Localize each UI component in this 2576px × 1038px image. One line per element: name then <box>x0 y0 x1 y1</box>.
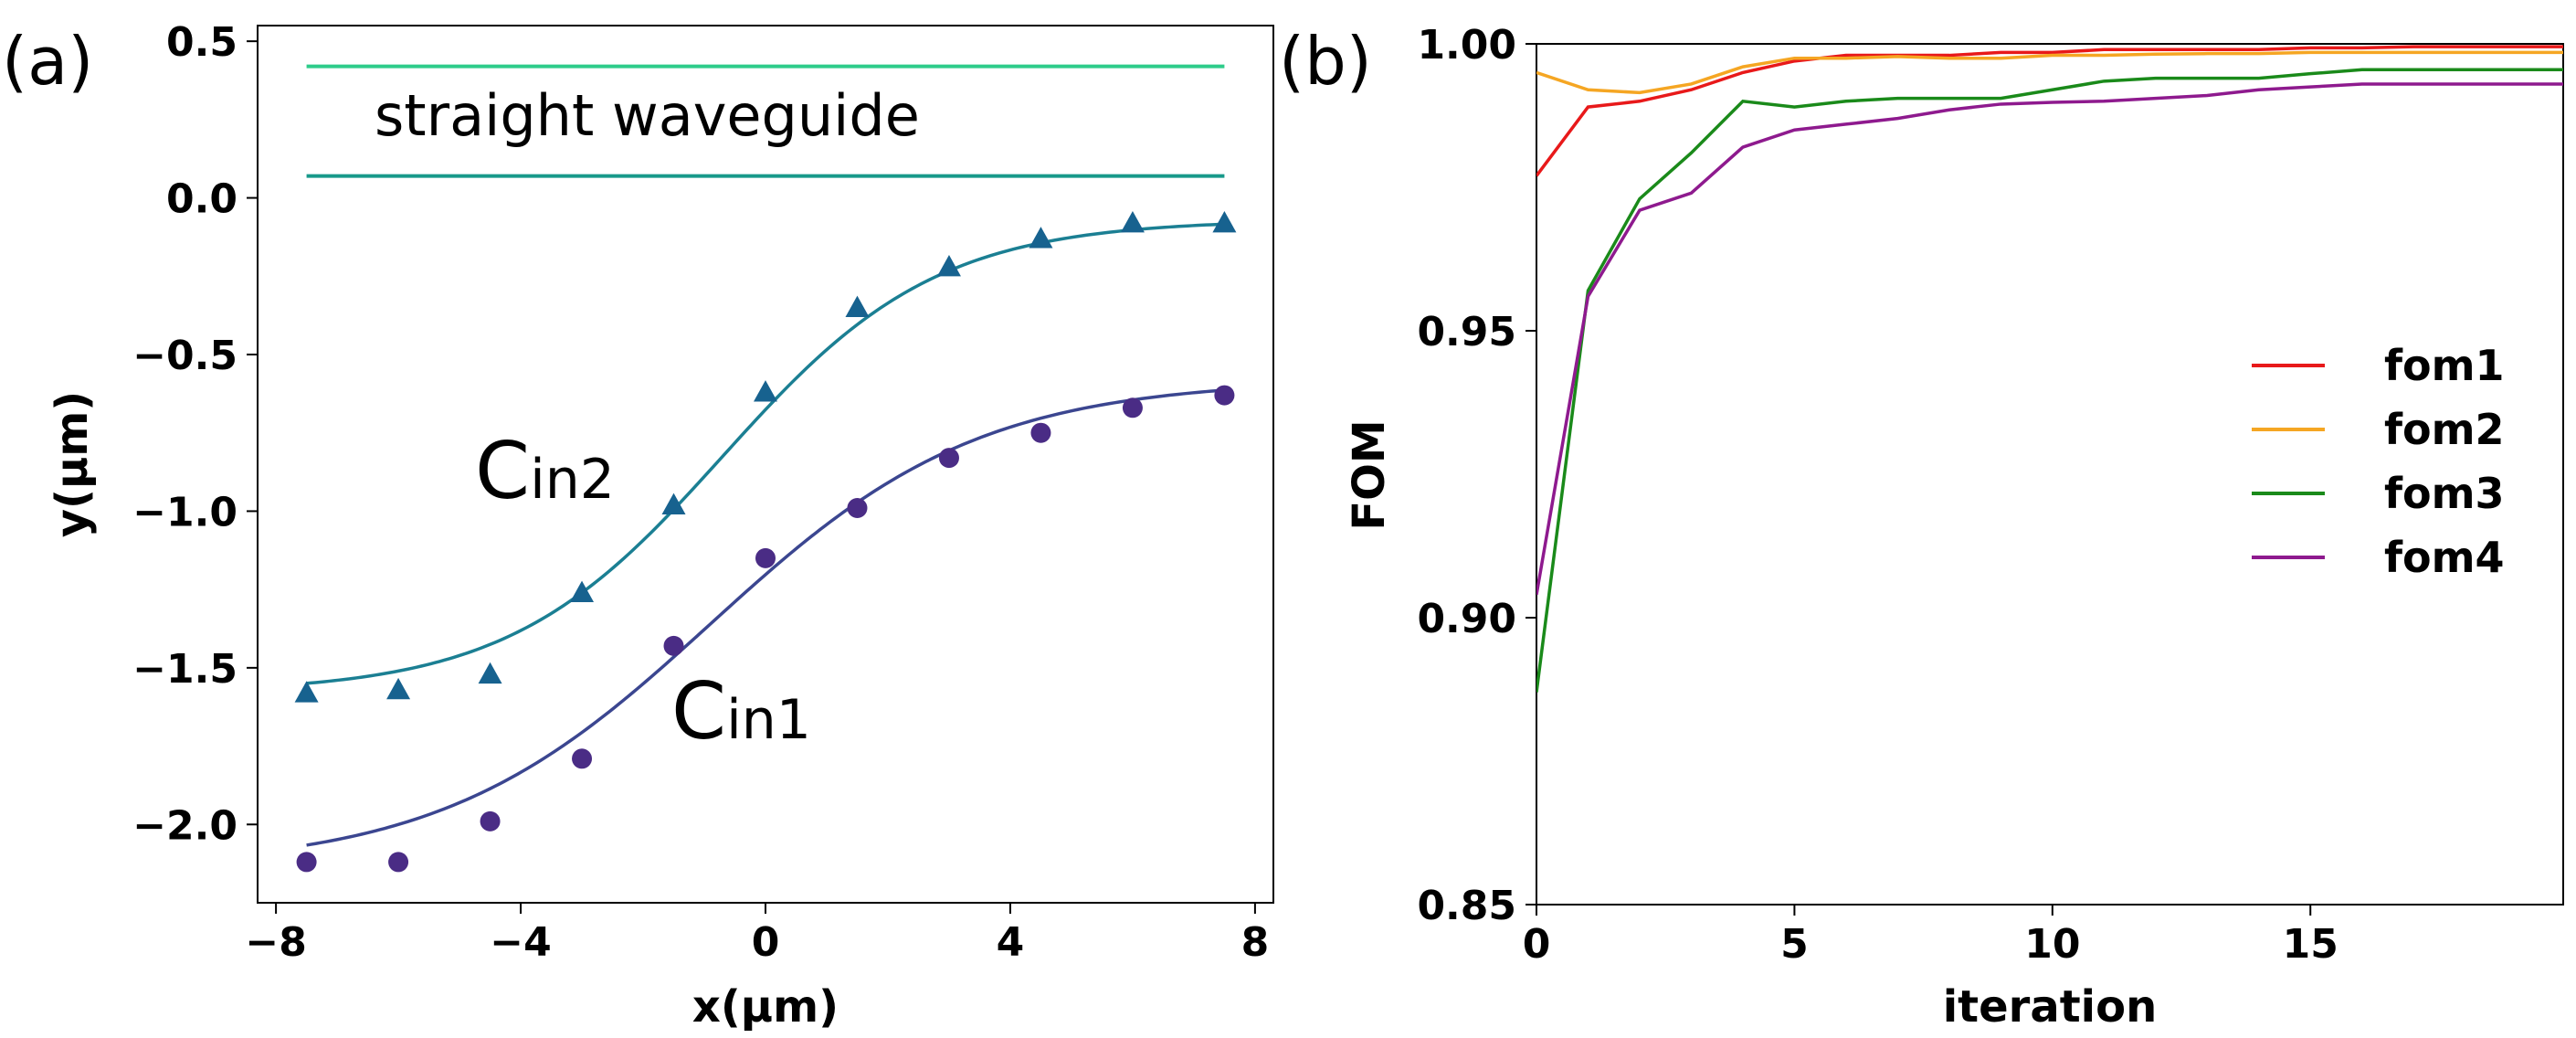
panel-b-ytick-label: 1.00 <box>1417 22 1516 69</box>
annotation-cin2: Cin2 <box>475 426 615 517</box>
marker-cin2 <box>845 295 870 317</box>
marker-cin2 <box>661 493 686 514</box>
panel-b-series-group <box>1536 45 2563 693</box>
panel-b-plot-frame <box>1536 43 2564 906</box>
annotation-cin1: Cin1 <box>671 666 811 757</box>
marker-cin2 <box>386 677 411 700</box>
marker-cin1 <box>1122 397 1143 418</box>
series-fom3 <box>1536 68 2563 693</box>
panel-a-ylabel: y(μm) <box>47 391 98 538</box>
legend-label-fom1: fom1 <box>2384 341 2505 390</box>
panel-a-ytick-label: −1.5 <box>132 646 238 693</box>
marker-cin1 <box>296 852 317 873</box>
panel-a-ytick-label: −0.5 <box>132 333 238 379</box>
marker-cin1 <box>663 635 684 656</box>
panel-b-lines <box>1536 45 2563 693</box>
panel-a-ticks: −8 −4 0 4 8 0.5 0.0 −0.5 −1.0 −1.5 −2.0 <box>132 19 1269 966</box>
marker-cin2 <box>754 380 777 402</box>
curve-cin2 <box>306 222 1225 685</box>
curve-cin1 <box>306 388 1225 847</box>
panel-a-plot-frame <box>257 25 1274 904</box>
series-fom1 <box>1536 45 2563 177</box>
series-fom2 <box>1536 50 2563 95</box>
panel-a-xtick-label: −4 <box>490 919 551 966</box>
marker-cin2 <box>936 255 961 277</box>
legend-label-fom2: fom2 <box>2384 405 2505 454</box>
panel-b-xtick-label: 0 <box>1523 921 1551 968</box>
panel-b-ylabel: FOM <box>1344 419 1395 530</box>
panel-b-xtick-label: 15 <box>2283 921 2338 968</box>
panel-a-xtick-label: 0 <box>752 919 780 966</box>
panel-b-xtick-label: 5 <box>1780 921 1809 968</box>
panel-a-lines <box>306 64 1225 847</box>
panel-a-xtick-label: −8 <box>245 919 306 966</box>
panel-b-ytick-label: 0.90 <box>1417 596 1516 642</box>
marker-cin1 <box>1214 385 1235 406</box>
marker-cin1 <box>1030 422 1051 443</box>
panel-a-label: (a) <box>2 23 93 100</box>
panel-a-xtick-label: 4 <box>997 919 1025 966</box>
panel-b: (b) 0 5 10 150.850.900.951.00 fom1fom2fom3f… <box>1279 22 2564 1033</box>
panel-b-legend: fom1 fom2 fom3 fom4 <box>2252 341 2505 582</box>
annotation-cin1-sub: in1 <box>726 688 811 752</box>
marker-cin1 <box>938 448 959 469</box>
annotation-cin1-main: C <box>671 666 726 757</box>
marker-cin1 <box>572 748 593 769</box>
panel-a-markers <box>294 211 1237 873</box>
marker-cin1 <box>480 810 501 831</box>
marker-cin2 <box>570 580 595 602</box>
marker-cin1 <box>755 547 776 568</box>
panel-b-xtick-label: 10 <box>2024 921 2080 968</box>
annotation-cin2-sub: in2 <box>530 448 615 512</box>
marker-cin2 <box>1212 211 1237 233</box>
panel-b-xlabel: iteration <box>1943 981 2158 1033</box>
panel-b-ytick-label: 0.95 <box>1417 309 1516 355</box>
marker-cin1 <box>388 852 409 873</box>
legend-label-fom3: fom3 <box>2384 469 2505 518</box>
marker-cin2 <box>478 662 502 684</box>
series-fom4 <box>1536 82 2563 596</box>
marker-cin1 <box>847 498 868 518</box>
marker-cin2 <box>1029 227 1053 249</box>
panel-a-ytick-label: 0.0 <box>166 176 238 223</box>
panel-a: (a) −8 −4 0 4 8 0.5 0.0 −0.5 −1.0 −1.5 −2.0 straig… <box>2 19 1274 1033</box>
legend-label-fom4: fom4 <box>2384 533 2505 582</box>
panel-b-ticks: 0 5 10 15 0.85 0.90 0.95 1.00 <box>1417 22 2338 968</box>
panel-a-xtick-label: 8 <box>1241 919 1270 966</box>
marker-cin2 <box>1120 211 1145 233</box>
annotation-cin2-main: C <box>475 426 530 517</box>
panel-a-ytick-label: −2.0 <box>132 802 238 849</box>
panel-a-ytick-label: 0.5 <box>166 19 238 66</box>
panel-a-xlabel: x(μm) <box>692 981 839 1033</box>
panel-a-ytick-label: −1.0 <box>132 489 238 535</box>
panel-b-label: (b) <box>1279 23 1372 100</box>
panel-b-ytick-label: 0.85 <box>1417 883 1516 929</box>
annotation-straight-waveguide: straight waveguide <box>375 82 920 149</box>
marker-cin2 <box>294 681 319 703</box>
